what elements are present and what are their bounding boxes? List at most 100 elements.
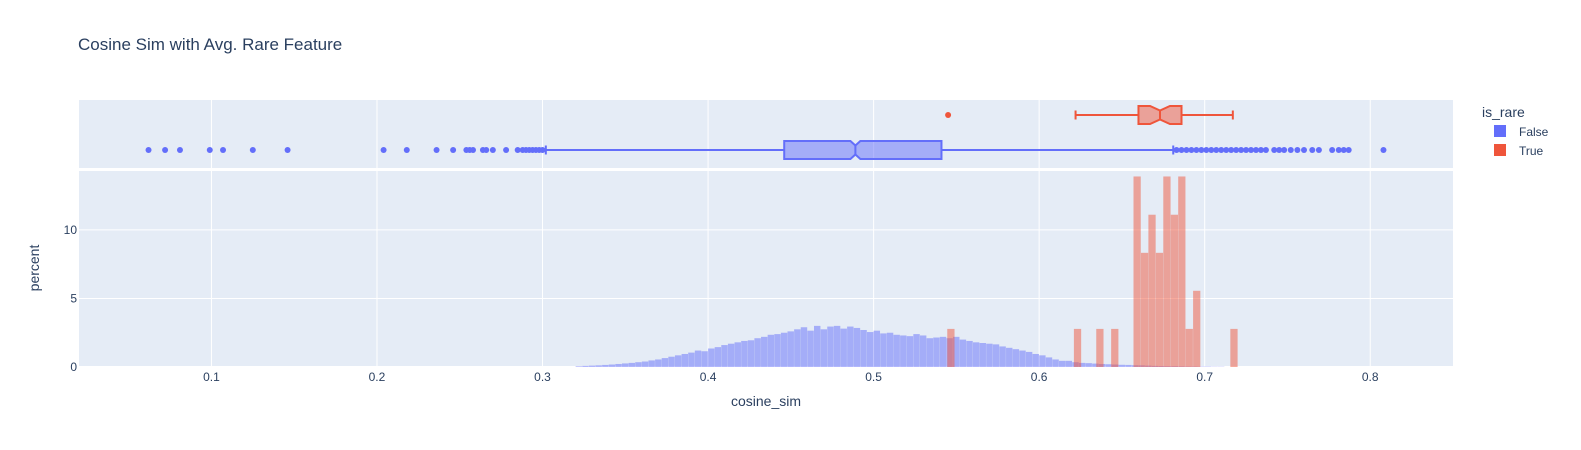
histogram-bar-true bbox=[1193, 290, 1201, 367]
histogram-bar-false bbox=[1078, 362, 1086, 367]
histogram-bar-false bbox=[588, 365, 596, 367]
box-outlier-false bbox=[1218, 147, 1225, 153]
x-tick-label: 0.1 bbox=[203, 370, 220, 384]
histogram-bar-true bbox=[1148, 214, 1156, 367]
histogram-bar-false bbox=[668, 356, 675, 367]
histogram-bar-false bbox=[674, 355, 682, 367]
histogram-bar-false bbox=[800, 327, 808, 367]
box-outlier-false bbox=[483, 147, 490, 153]
box-outlier-false bbox=[1340, 147, 1347, 153]
histogram-bar-false bbox=[780, 332, 788, 367]
histogram-bar-false bbox=[641, 361, 649, 367]
box-outlier-false bbox=[162, 147, 169, 153]
histogram-bar-false bbox=[1012, 349, 1020, 367]
histogram-bar-false bbox=[939, 336, 947, 367]
box-outlier-false bbox=[1248, 147, 1255, 153]
box-outlier-false bbox=[176, 147, 183, 153]
x-tick-label: 0.4 bbox=[700, 370, 717, 384]
box-outlier-false bbox=[1228, 147, 1235, 153]
box-outlier-false bbox=[1208, 147, 1215, 153]
histogram-bar-false bbox=[635, 362, 642, 367]
histogram-bar-false bbox=[1032, 353, 1039, 367]
box-outlier-false bbox=[1309, 147, 1316, 153]
box-outlier-true bbox=[945, 112, 952, 118]
x-tick-label: 0.3 bbox=[534, 370, 551, 384]
box-outlier-false bbox=[1213, 147, 1220, 153]
box-false bbox=[783, 140, 943, 160]
histogram-bar-false bbox=[807, 330, 814, 367]
box-outlier-false bbox=[450, 147, 457, 153]
box-outlier-false bbox=[249, 147, 256, 153]
box-outlier-false bbox=[1315, 147, 1322, 153]
histogram-bar-true bbox=[1185, 328, 1193, 367]
legend-label-false: False bbox=[1519, 125, 1549, 139]
histogram-bar-false bbox=[1092, 363, 1099, 367]
legend: is_rare False True bbox=[1482, 104, 1549, 158]
x-axis-title: cosine_sim bbox=[731, 393, 801, 409]
box-outlier-false bbox=[1262, 147, 1269, 153]
histogram-bar-false bbox=[648, 360, 655, 367]
histogram-bars bbox=[575, 176, 1238, 367]
box-plot-area bbox=[79, 100, 1453, 168]
legend-swatch-true bbox=[1494, 144, 1506, 156]
legend-item-false[interactable]: False bbox=[1494, 125, 1549, 139]
x-tick-label: 0.2 bbox=[369, 370, 386, 384]
histogram-bar-false bbox=[900, 335, 907, 367]
histogram-bar-false bbox=[628, 362, 636, 367]
histogram-bar-false bbox=[1065, 360, 1073, 367]
histogram-bar-false bbox=[926, 338, 933, 367]
box-outlier-false bbox=[1294, 147, 1301, 153]
legend-item-true[interactable]: True bbox=[1494, 144, 1544, 158]
histogram-bar-false bbox=[608, 364, 616, 367]
box-outlier-false bbox=[1276, 147, 1283, 153]
box-outlier-false bbox=[220, 147, 227, 153]
histogram-bar-false bbox=[688, 352, 695, 367]
histogram-plot-area bbox=[79, 171, 1453, 367]
box-outlier-false bbox=[433, 147, 440, 153]
histogram-bar-false bbox=[966, 340, 973, 367]
box-outlier-false bbox=[469, 147, 476, 153]
box-outlier-false bbox=[1335, 147, 1342, 153]
histogram-bar-false bbox=[774, 334, 781, 367]
x-tick-label: 0.5 bbox=[865, 370, 882, 384]
histogram-bar-true bbox=[1178, 176, 1186, 367]
box-outlier-false bbox=[1287, 147, 1294, 153]
histogram-bar-false bbox=[893, 334, 900, 367]
histogram-bar-false bbox=[1045, 357, 1053, 367]
histogram-bar-false bbox=[747, 340, 755, 367]
histogram-bar-false bbox=[1059, 360, 1066, 367]
box-outlier-false bbox=[1233, 147, 1240, 153]
histogram-bar-false bbox=[1039, 355, 1046, 367]
histogram-bar-false bbox=[701, 351, 708, 367]
histogram-bar-false bbox=[582, 365, 589, 367]
histogram-bar-false bbox=[655, 359, 662, 367]
box-outlier-false bbox=[503, 147, 510, 153]
x-tick-label: 0.6 bbox=[1031, 370, 1048, 384]
histogram-bar-false bbox=[880, 333, 887, 367]
box-plots bbox=[145, 105, 1387, 160]
histogram-bar-false bbox=[727, 343, 735, 367]
histogram-bar-false bbox=[1125, 364, 1132, 367]
x-tick-label: 0.7 bbox=[1196, 370, 1213, 384]
histogram-bar-true bbox=[1096, 328, 1104, 367]
histogram-bar-false bbox=[1085, 363, 1092, 367]
histogram-bar-false bbox=[661, 358, 669, 367]
histogram-bar-false bbox=[1019, 350, 1026, 367]
box-outlier-false bbox=[539, 147, 546, 153]
legend-title: is_rare bbox=[1482, 104, 1525, 120]
histogram-bar-false bbox=[761, 336, 768, 367]
histogram-bar-false bbox=[708, 348, 715, 367]
histogram-bar-true bbox=[1073, 328, 1082, 367]
histogram-bar-false bbox=[767, 334, 775, 367]
histogram-bar-false bbox=[754, 338, 761, 367]
histogram-bar-false bbox=[602, 364, 609, 367]
y-axis-title: percent bbox=[26, 245, 42, 292]
box-outlier-false bbox=[1301, 147, 1308, 153]
histogram-bar-false bbox=[953, 336, 960, 367]
histogram-bar-false bbox=[734, 342, 741, 367]
box-outlier-false bbox=[380, 147, 387, 153]
histogram-bar-false bbox=[827, 326, 834, 367]
histogram-bar-false bbox=[1118, 364, 1126, 367]
histogram-bar-false bbox=[933, 337, 940, 367]
